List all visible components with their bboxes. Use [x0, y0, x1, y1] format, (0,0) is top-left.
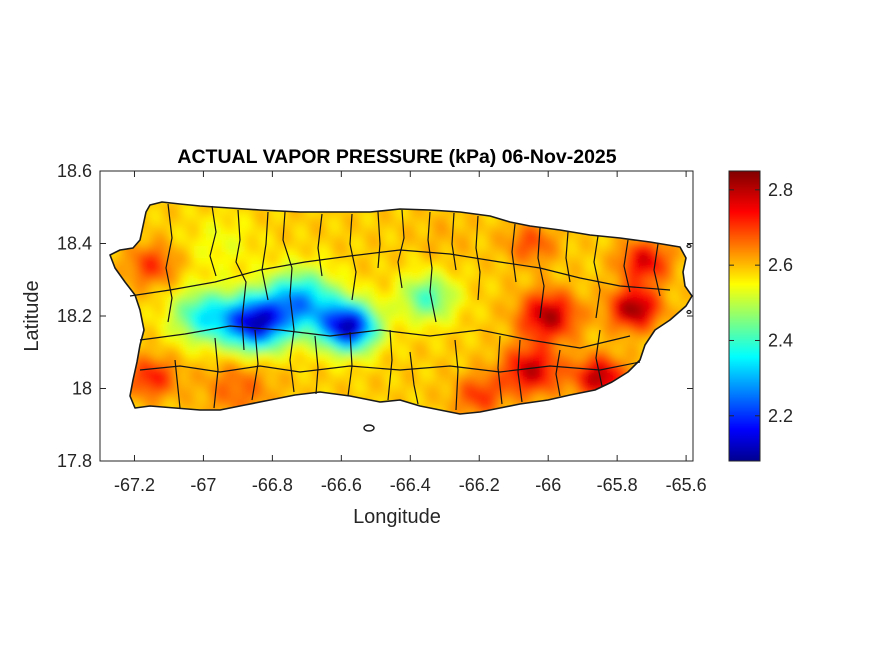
- y-tick-label: 17.8: [57, 451, 92, 471]
- islets: [363, 243, 692, 432]
- colorbar-tick-label: 2.8: [768, 180, 793, 200]
- municipality-boundary: [251, 329, 259, 401]
- municipality-boundary: [377, 211, 381, 269]
- x-tick-label: -66.6: [321, 475, 362, 495]
- municipality-boundary: [314, 335, 319, 395]
- municipality-boundary: [595, 329, 603, 387]
- x-tick-label: -65.6: [666, 475, 707, 495]
- colorbar: [728, 170, 761, 462]
- colorbar-tick-label: 2.4: [768, 330, 793, 350]
- y-tick-label: 18.6: [57, 161, 92, 181]
- municipality-boundary: [387, 329, 393, 401]
- y-axis: 17.8 18 18.2 18.4 18.6: [57, 161, 693, 471]
- municipality-boundary: [129, 249, 671, 297]
- municipality-boundary: [139, 361, 641, 373]
- municipality-boundary: [653, 243, 661, 297]
- islet-east-south: [686, 309, 692, 315]
- municipality-boundary: [235, 209, 247, 351]
- municipality-boundary: [537, 227, 545, 319]
- municipality-boundary: [349, 213, 357, 301]
- x-axis-label: Longitude: [353, 506, 441, 528]
- x-tick-label: -67.2: [114, 475, 155, 495]
- colorbar-ticks: 2.2 2.4 2.6 2.8: [729, 180, 793, 426]
- municipality-boundary: [261, 211, 269, 301]
- y-axis-label: Latitude: [21, 280, 43, 351]
- x-tick-label: -66.2: [459, 475, 500, 495]
- x-axis: -67.2 -67 -66.8 -66.6 -66.4 -66.2 -66 -65.8 -65.…: [114, 171, 707, 495]
- municipality-boundary: [139, 325, 631, 349]
- municipality-boundaries: [129, 203, 671, 411]
- colorbar-tick-label: 2.2: [768, 406, 793, 426]
- municipality-boundary: [454, 339, 459, 411]
- municipality-boundary: [427, 211, 437, 323]
- municipality-boundary: [623, 239, 631, 293]
- y-tick-label: 18.4: [57, 234, 92, 254]
- x-tick-label: -66.4: [390, 475, 431, 495]
- island-coastline: [109, 201, 693, 415]
- municipality-boundary: [555, 349, 561, 397]
- municipality-boundary: [497, 335, 503, 405]
- x-tick-label: -66.8: [252, 475, 293, 495]
- y-tick-label: 18.2: [57, 306, 92, 326]
- municipality-boundary: [174, 359, 181, 409]
- municipality-boundary: [511, 223, 517, 283]
- x-tick-label: -66: [535, 475, 561, 495]
- municipality-boundary: [209, 205, 217, 277]
- municipality-boundary: [565, 231, 571, 283]
- colorbar-tick-label: 2.6: [768, 255, 793, 275]
- x-tick-label: -67: [190, 475, 216, 495]
- y-tick-label: 18: [72, 379, 92, 399]
- chart-title: ACTUAL VAPOR PRESSURE (kPa) 06-Nov-2025: [177, 146, 616, 168]
- municipality-boundary: [593, 235, 601, 319]
- municipality-boundary: [282, 211, 295, 393]
- municipality-boundary: [451, 212, 457, 271]
- municipality-boundary: [165, 203, 173, 323]
- municipality-boundary: [517, 339, 523, 403]
- x-tick-label: -65.8: [597, 475, 638, 495]
- municipality-boundary: [475, 215, 481, 301]
- islet-caja-de-muertos: [363, 424, 375, 432]
- municipality-boundary: [213, 337, 219, 409]
- municipality-boundary: [409, 351, 419, 405]
- municipality-boundary: [317, 213, 323, 277]
- islet-east: [686, 243, 692, 249]
